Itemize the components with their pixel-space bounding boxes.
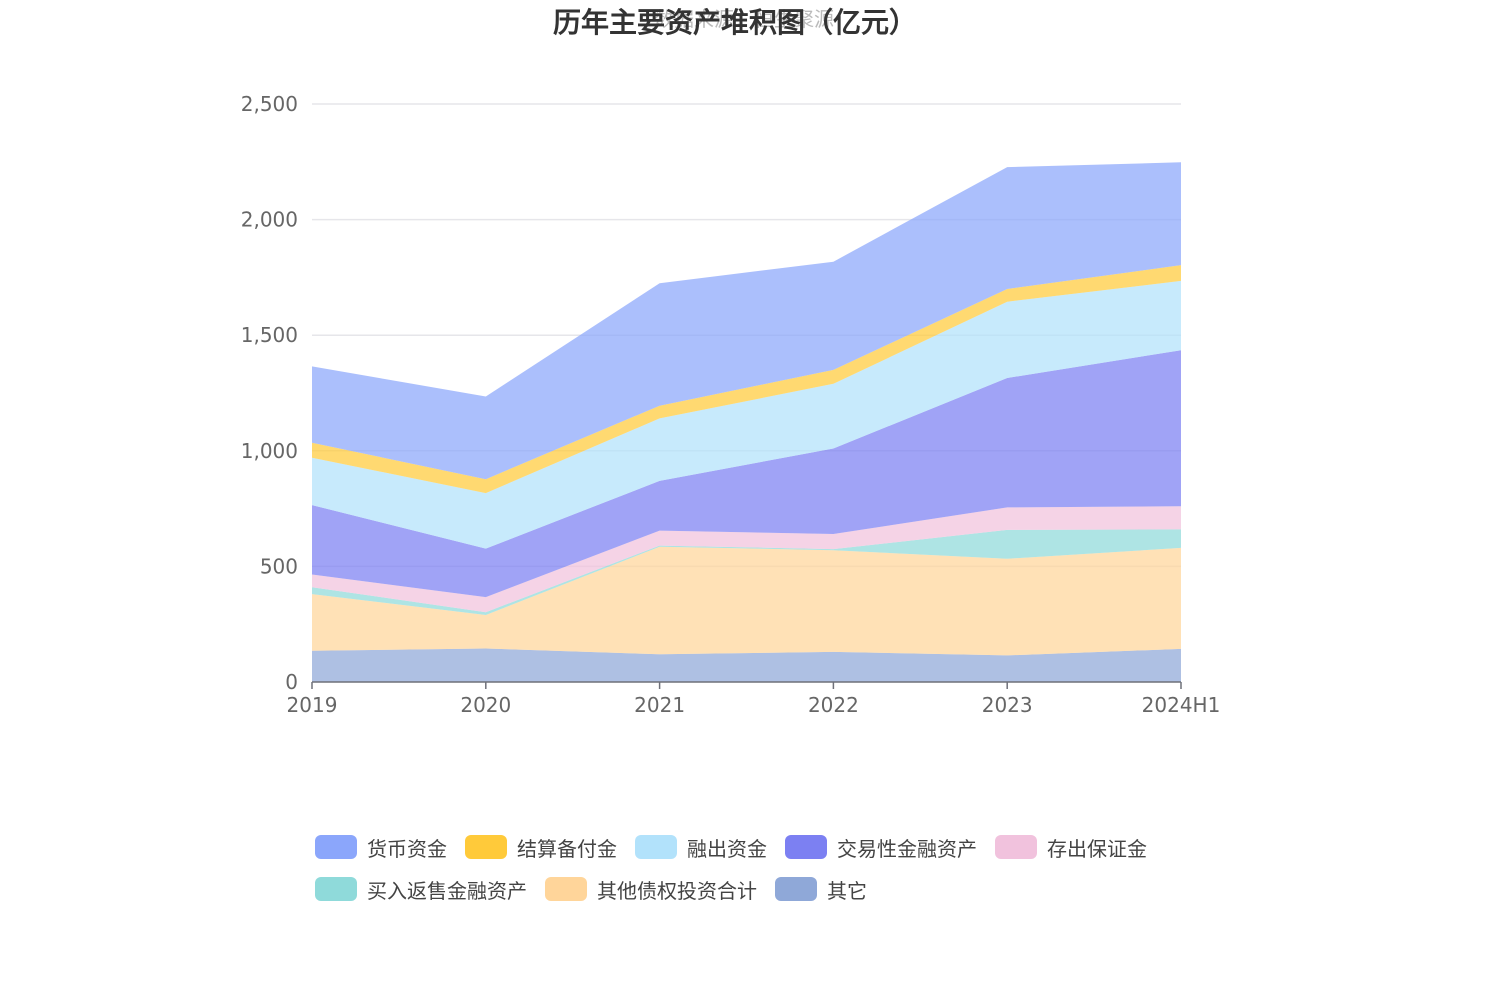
area-series[interactable] (312, 280, 1181, 549)
x-tick-label: 2020 (460, 693, 511, 717)
legend-label: 其它 (827, 878, 867, 903)
legend-item[interactable]: 交易性金融资产 (785, 833, 977, 862)
area-series[interactable] (312, 265, 1181, 494)
legend-swatch (775, 877, 817, 901)
y-tick-label: 2,000 (241, 208, 298, 232)
legend-swatch (785, 835, 827, 859)
legend-label: 融出资金 (687, 836, 767, 861)
y-tick-label: 1,000 (241, 439, 298, 463)
legend-label: 其他债权投资合计 (597, 878, 757, 903)
legend-swatch (465, 835, 507, 859)
x-tick-label: 2019 (287, 693, 338, 717)
area-series[interactable] (312, 529, 1181, 615)
area-series[interactable] (312, 162, 1181, 480)
y-tick-label: 1,500 (241, 323, 298, 347)
legend-item[interactable]: 其它 (775, 875, 867, 904)
watermark: 数据来源：恒生聚源 (654, 7, 834, 31)
legend-item[interactable]: 融出资金 (635, 833, 767, 862)
y-tick-label: 500 (260, 554, 298, 578)
x-tick-label: 2023 (982, 693, 1033, 717)
y-tick-label: 2,500 (241, 92, 298, 116)
x-tick-label: 2021 (634, 693, 685, 717)
legend-label: 货币资金 (367, 836, 447, 861)
legend-item[interactable]: 货币资金 (315, 833, 447, 862)
chart-title: 历年主要资产堆积图（亿元） (553, 6, 917, 39)
legend-swatch (315, 877, 357, 901)
legend-swatch (635, 835, 677, 859)
legend-row: 货币资金 结算备付金 融出资金 交易性金融资产 存出保证金 (315, 826, 1215, 868)
legend-swatch (315, 835, 357, 859)
y-tick-label: 0 (285, 670, 298, 694)
legend-item[interactable]: 买入返售金融资产 (315, 875, 527, 904)
legend-item[interactable]: 结算备付金 (465, 833, 617, 862)
legend-label: 存出保证金 (1047, 836, 1147, 861)
legend-item[interactable]: 其他债权投资合计 (545, 875, 757, 904)
x-tick-label: 2024H1 (1142, 693, 1221, 717)
area-series-group (312, 162, 1181, 682)
area-series[interactable] (312, 506, 1181, 613)
area-series[interactable] (312, 648, 1181, 683)
legend-label: 交易性金融资产 (837, 836, 977, 861)
legend-label: 买入返售金融资产 (367, 878, 527, 903)
area-series[interactable] (312, 546, 1181, 656)
legend-swatch (995, 835, 1037, 859)
legend-label: 结算备付金 (517, 836, 617, 861)
area-series[interactable] (312, 350, 1181, 598)
axes: 2019 2020 2021 2022 2023 2024H1 (287, 681, 1221, 717)
legend: 货币资金 结算备付金 融出资金 交易性金融资产 存出保证金 买入返售金融资产 其他债权投资… (315, 826, 1215, 910)
x-tick-label: 2022 (808, 693, 859, 717)
legend-swatch (545, 877, 587, 901)
legend-item[interactable]: 存出保证金 (995, 833, 1147, 862)
legend-row: 买入返售金融资产 其他债权投资合计 其它 (315, 868, 1215, 910)
